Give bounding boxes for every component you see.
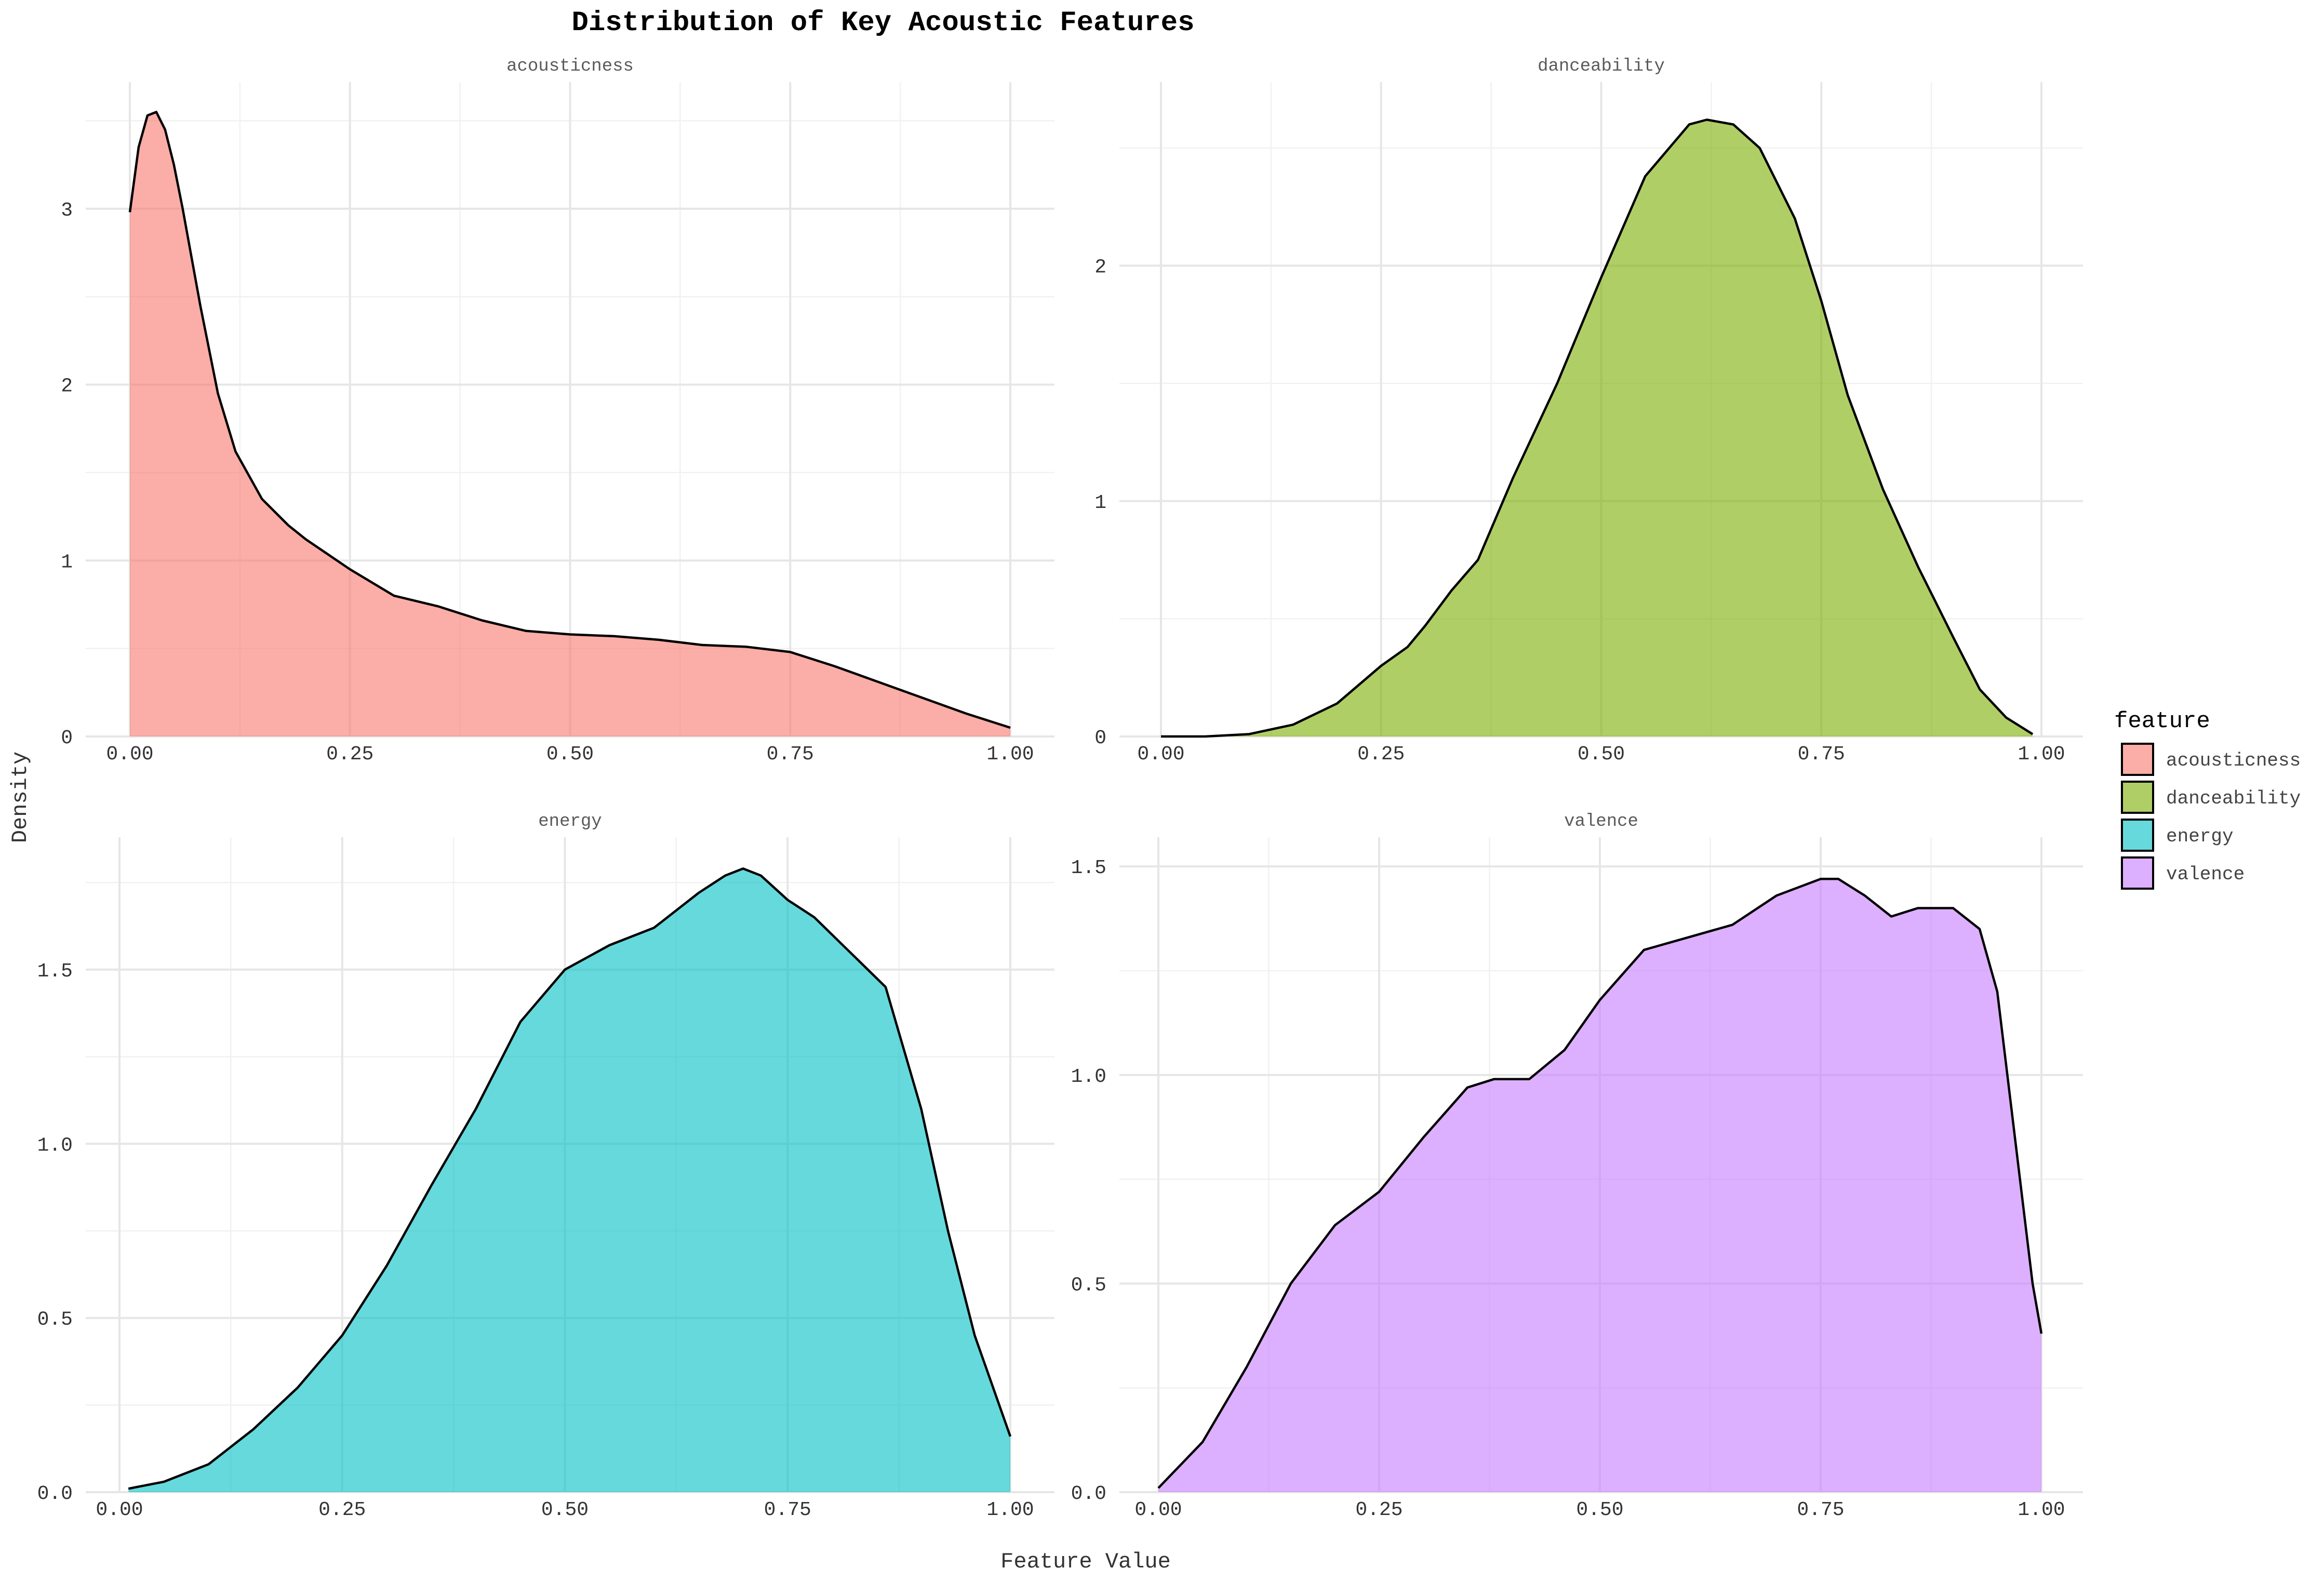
x-tick-label: 0.75 — [1798, 743, 1845, 766]
x-tick-label: 1.00 — [986, 1499, 1034, 1521]
x-tick-label: 0.00 — [1134, 1499, 1182, 1521]
facet-label-valence: valence — [1564, 812, 1638, 832]
y-tick-label: 1.5 — [1071, 857, 1106, 879]
legend-key-acousticness — [2121, 743, 2154, 776]
x-tick-label: 0.50 — [546, 743, 594, 766]
panel-valence: valence 0.00 0.25 0.50 0.75 1.00 0.0 0.5 1.0 1.5 — [1071, 812, 2083, 1521]
density-line-energy — [128, 867, 1012, 1490]
panel-acousticness: acousticness 0.00 0.25 0.50 0.75 1.00 0 1 2 3 — [61, 57, 1054, 766]
y-tick-label: 1 — [61, 551, 73, 573]
density-line-danceability — [1161, 118, 2034, 738]
density-area-danceability — [1161, 119, 2033, 736]
y-tick-label: 1 — [1094, 492, 1106, 514]
x-tick-label: 0.50 — [1576, 1499, 1623, 1521]
y-tick-label: 3 — [61, 199, 73, 222]
x-axis-title: Feature Value — [1000, 1549, 1171, 1574]
x-tick-label: 1.00 — [986, 743, 1034, 766]
y-tick-label: 0.5 — [1071, 1274, 1106, 1296]
x-tick-label: 0.50 — [541, 1499, 589, 1521]
y-tick-label: 1.0 — [1071, 1066, 1106, 1088]
y-tick-label: 0 — [61, 727, 73, 749]
legend-label-valence: valence — [2166, 864, 2245, 885]
facet-label-danceability: danceability — [1538, 57, 1665, 76]
x-tick-label: 0.00 — [1137, 743, 1184, 766]
x-tick-label: 0.50 — [1578, 743, 1625, 766]
legend-key-valence — [2121, 856, 2154, 890]
x-tick-label: 0.00 — [96, 1499, 143, 1521]
density-area-acousticness — [130, 112, 1010, 737]
x-tick-label: 1.00 — [2018, 1499, 2065, 1521]
y-tick-label: 0.0 — [1071, 1483, 1106, 1505]
y-tick-label: 0.0 — [37, 1483, 73, 1505]
density-area-energy — [128, 868, 1011, 1492]
x-tick-label: 0.75 — [1797, 1499, 1844, 1521]
x-tick-label: 0.25 — [1355, 1499, 1403, 1521]
density-area-valence — [1158, 879, 2041, 1492]
y-axis-title: Density — [8, 752, 33, 843]
y-tick-label: 1.5 — [37, 960, 73, 983]
y-tick-label: 1.0 — [37, 1134, 73, 1157]
legend-label-acousticness: acousticness — [2166, 750, 2301, 771]
facet-label-acousticness: acousticness — [506, 57, 634, 76]
legend-label-danceability: danceability — [2166, 788, 2301, 809]
x-tick-label: 0.00 — [106, 743, 153, 766]
y-tick-label: 2 — [1094, 257, 1106, 279]
y-tick-label: 0 — [1094, 727, 1106, 749]
density-line-acousticness — [128, 111, 1011, 729]
legend-title: feature — [2114, 708, 2210, 734]
x-tick-label: 0.25 — [318, 1499, 366, 1521]
panel-energy: energy 0.00 0.25 0.50 0.75 1.00 0.0 0.5 1.0 1.5 — [37, 812, 1054, 1521]
chart-title: Distribution of Key Acoustic Features — [572, 7, 1195, 39]
facet-label-energy: energy — [538, 812, 602, 832]
x-tick-label: 0.25 — [326, 743, 373, 766]
density-line-valence — [1157, 878, 2043, 1489]
x-tick-label: 0.75 — [767, 743, 814, 766]
x-tick-label: 0.75 — [764, 1499, 811, 1521]
legend-label-energy: energy — [2166, 826, 2234, 847]
x-tick-label: 0.25 — [1357, 743, 1405, 766]
panel-danceability: danceability 0.00 0.25 0.50 0.75 1.00 0 1 2 — [1094, 57, 2083, 766]
y-tick-label: 2 — [61, 376, 73, 398]
legend-key-danceability — [2121, 781, 2154, 814]
x-tick-label: 1.00 — [2018, 743, 2065, 766]
y-tick-label: 0.5 — [37, 1309, 73, 1331]
legend-key-energy — [2121, 819, 2154, 852]
legend: feature acousticness danceability energy va… — [2114, 708, 2301, 890]
